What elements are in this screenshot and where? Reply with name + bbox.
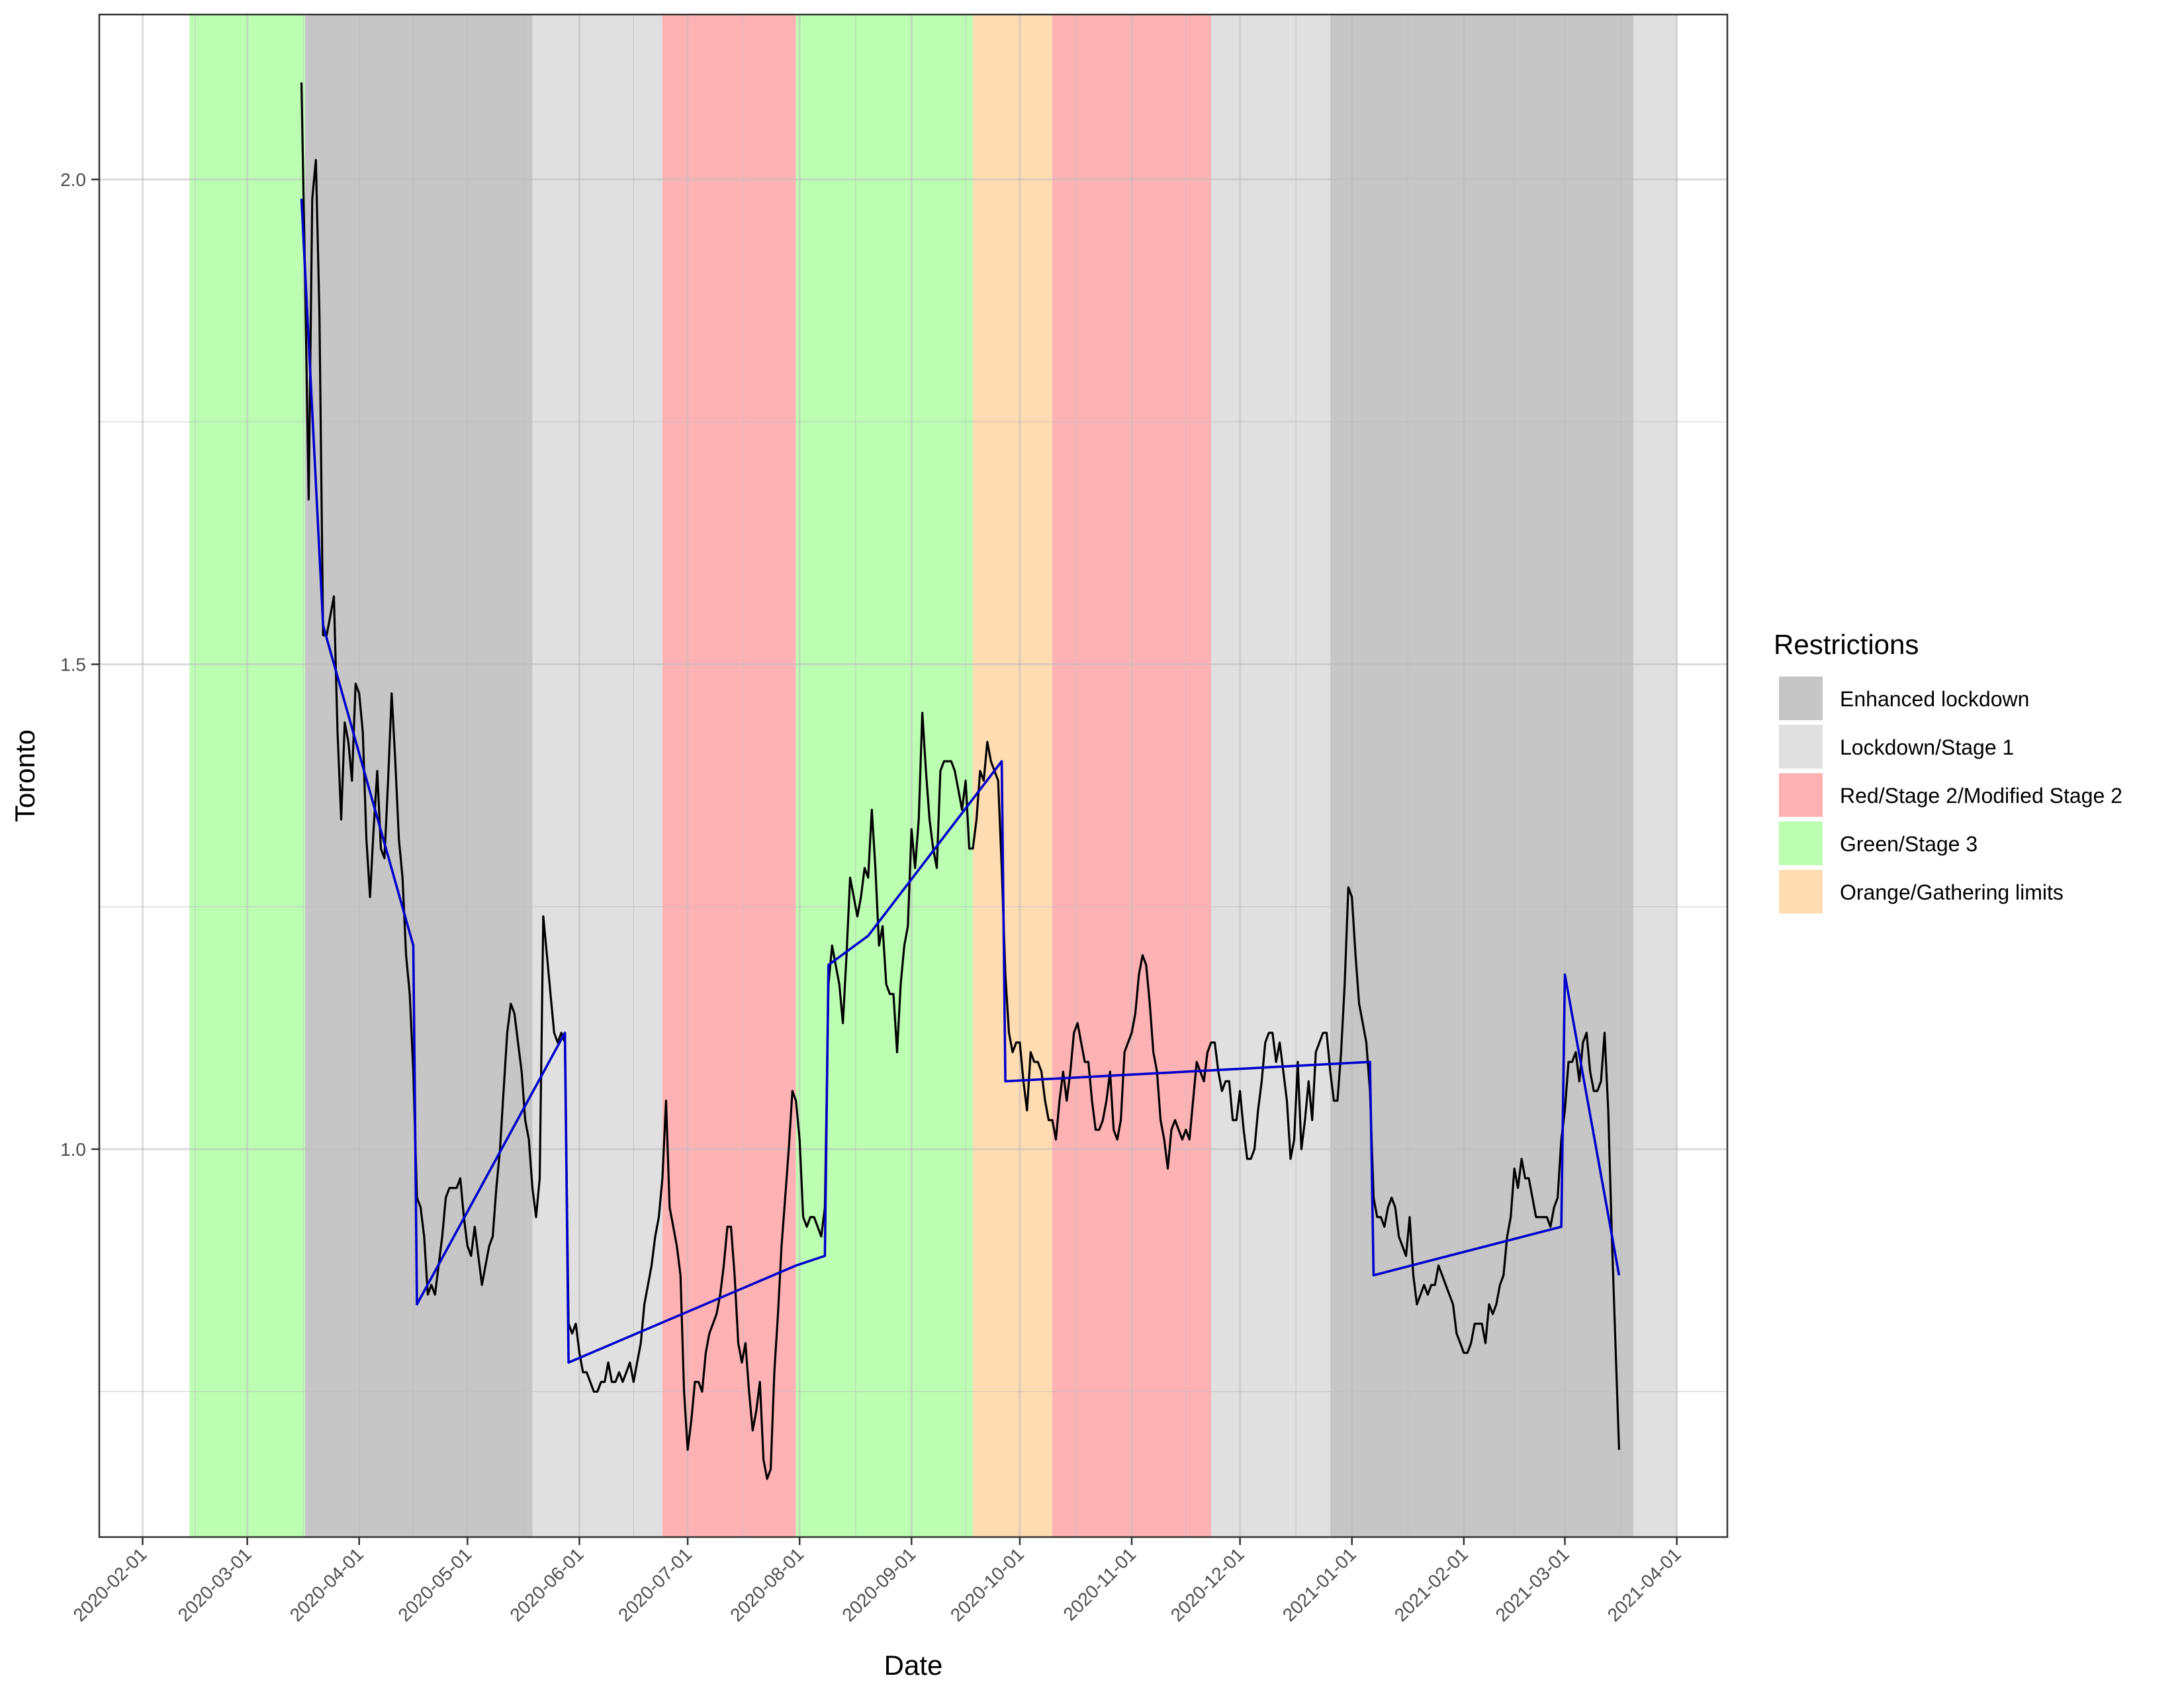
plot-border [98,13,1729,1538]
restriction-band [1211,15,1330,1537]
gridlines [99,15,1727,1537]
y-axis-title: Toronto [9,729,40,822]
legend-label: Green/Stage 3 [1840,832,1978,856]
series-line-fitted [300,199,1621,1364]
legend-label: Red/Stage 2/Modified Stage 2 [1840,784,2122,808]
legend-title: Restrictions [1774,629,1919,660]
legend-label: Lockdown/Stage 1 [1840,735,2014,759]
restriction-band [1633,15,1677,1537]
legend-key [1779,773,1823,817]
restriction-band [796,15,973,1537]
y-axis: 1.0 1.5 2.0 [60,169,99,1160]
series-lines [300,82,1621,1480]
legend-label: Enhanced lockdown [1840,687,2029,711]
legend-label: Orange/Gathering limits [1840,880,2064,904]
x-axis-title: Date [884,1650,943,1681]
restriction-band [532,15,662,1537]
restriction-band [1330,15,1634,1537]
y-tick-label: 1.5 [60,655,86,675]
legend-key [1779,821,1823,865]
series-line-observed [300,82,1620,1480]
y-tick-label: 1.0 [60,1139,86,1160]
legend: Restrictions Enhanced lockdown Lockdown/S… [1774,629,2122,914]
legend-key [1779,870,1823,914]
restriction-band [973,15,1052,1537]
legend-key [1779,677,1823,720]
restriction-band [662,15,796,1537]
legend-key [1779,725,1823,769]
y-tick-label: 2.0 [60,169,86,190]
